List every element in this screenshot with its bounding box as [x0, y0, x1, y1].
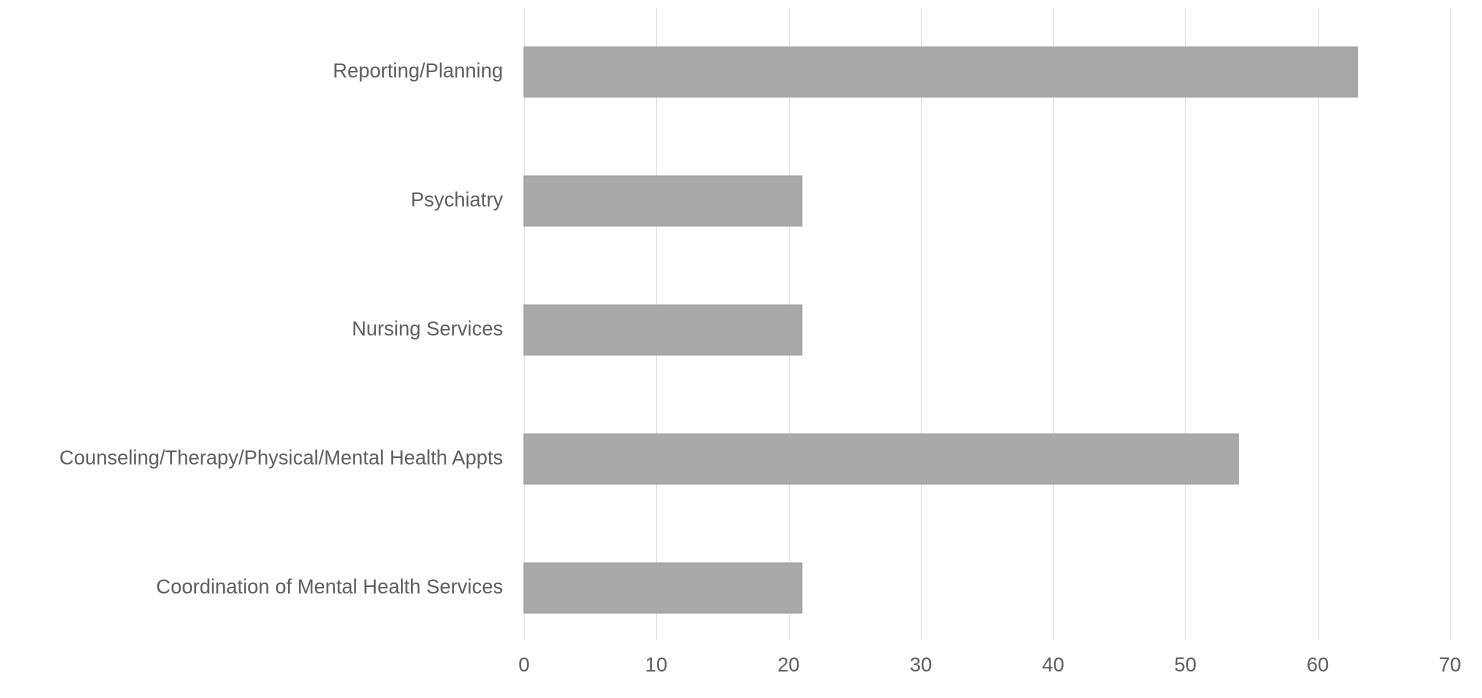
x-axis-tick-labels: 0 10 20 30 40 50 60 70	[518, 654, 1461, 676]
category-label-4: Counseling/Therapy/Physical/Mental Healt…	[59, 447, 503, 469]
x-tick-label-50: 50	[1174, 654, 1196, 676]
bar-2	[523, 175, 803, 227]
x-tick-label-60: 60	[1307, 654, 1329, 676]
x-tick-label-70: 70	[1439, 654, 1461, 676]
category-label-5: Coordination of Mental Health Services	[156, 576, 503, 598]
x-tick-label-30: 30	[910, 654, 932, 676]
x-tick-label-0: 0	[518, 654, 529, 676]
category-label-3: Nursing Services	[352, 318, 503, 340]
category-labels: Reporting/Planning Psychiatry Nursing Serv…	[59, 60, 503, 598]
x-tick-label-20: 20	[777, 654, 799, 676]
x-tick-label-10: 10	[645, 654, 667, 676]
bars	[523, 46, 1358, 614]
category-label-1: Reporting/Planning	[333, 60, 503, 82]
bar-4	[523, 433, 1239, 485]
category-label-2: Psychiatry	[411, 189, 503, 211]
bar-1	[523, 46, 1358, 98]
x-tick-label-40: 40	[1042, 654, 1064, 676]
bar-5	[523, 562, 803, 614]
bar-3	[523, 304, 803, 356]
